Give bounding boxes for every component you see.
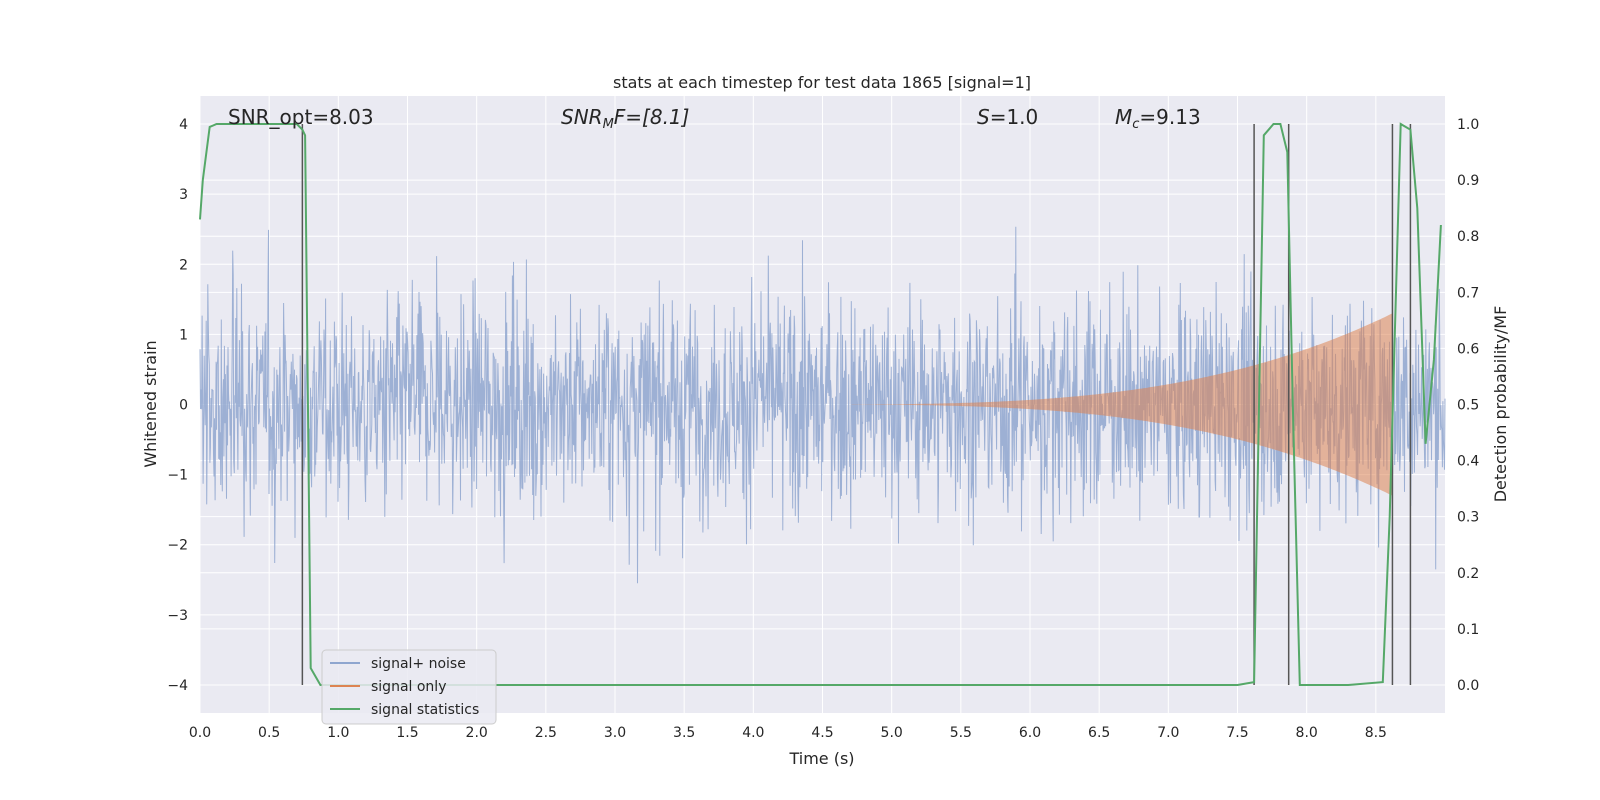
legend-label-signal-statistics: signal statistics bbox=[371, 702, 479, 718]
x-tick-label: 1.0 bbox=[327, 725, 349, 741]
snr-mf-subscript: M bbox=[603, 117, 614, 132]
y-right-tick-label: 0.2 bbox=[1457, 566, 1479, 582]
x-tick-label: 6.5 bbox=[1088, 725, 1110, 741]
x-tick-label: 3.0 bbox=[604, 725, 626, 741]
signal-only-envelope bbox=[794, 313, 1393, 496]
snr-opt-annotation: SNR_opt=8.03 bbox=[228, 105, 374, 129]
y-right-tick-label: 0.3 bbox=[1457, 510, 1479, 526]
y-tick-label: −2 bbox=[167, 538, 188, 554]
x-tick-label: 2.0 bbox=[466, 725, 488, 741]
y-tick-label: 2 bbox=[179, 257, 188, 273]
y-right-tick-label: 0.5 bbox=[1457, 398, 1479, 414]
y-tick-label: −3 bbox=[167, 608, 188, 624]
legend-label-signal-only: signal only bbox=[371, 679, 446, 695]
legend-label-signal-noise: signal+ noise bbox=[371, 656, 466, 672]
y-right-tick-label: 0.0 bbox=[1457, 678, 1479, 694]
y-right-tick-label: 0.9 bbox=[1457, 173, 1479, 189]
chart-title: stats at each timestep for test data 186… bbox=[613, 73, 1031, 92]
x-tick-label: 7.0 bbox=[1157, 725, 1179, 741]
y-right-tick-label: 0.7 bbox=[1457, 285, 1479, 301]
y-right-tick-label: 0.4 bbox=[1457, 454, 1479, 470]
y-right-axis-label: Detection probability/MF bbox=[1491, 306, 1510, 503]
y-tick-label: 4 bbox=[179, 117, 188, 133]
y-right-tick-label: 0.6 bbox=[1457, 341, 1479, 357]
x-tick-label: 2.5 bbox=[535, 725, 557, 741]
y-tick-label: −1 bbox=[167, 468, 188, 484]
y-axis-label: Whitened strain bbox=[141, 340, 160, 467]
x-tick-label: 7.5 bbox=[1226, 725, 1248, 741]
signal-statistics-series bbox=[199, 122, 1442, 686]
x-tick-labels: 0.0 0.5 1.0 1.5 2.0 2.5 3.0 3.5 4.0 4.5 5.0 5.5 6.0 6… bbox=[189, 725, 1387, 741]
s-label: S bbox=[977, 105, 990, 129]
y-tick-labels: 4 3 2 1 0 −1 −2 −3 −4 bbox=[167, 117, 188, 694]
snr-mf-label: SNR bbox=[561, 105, 603, 129]
x-tick-label: 0.5 bbox=[258, 725, 280, 741]
x-tick-label: 0.0 bbox=[189, 725, 211, 741]
x-tick-label: 3.5 bbox=[673, 725, 695, 741]
x-tick-label: 6.0 bbox=[1019, 725, 1041, 741]
x-tick-label: 5.5 bbox=[950, 725, 972, 741]
legend-box bbox=[321, 649, 497, 725]
x-tick-label: 8.0 bbox=[1296, 725, 1318, 741]
x-tick-label: 1.5 bbox=[396, 725, 418, 741]
y-right-tick-label: 1.0 bbox=[1457, 117, 1479, 133]
x-axis-label: Time (s) bbox=[788, 749, 854, 768]
y-tick-label: 3 bbox=[179, 187, 188, 203]
x-tick-label: 8.5 bbox=[1365, 725, 1387, 741]
y-right-tick-labels: 1.0 0.9 0.8 0.7 0.6 0.5 0.4 0.3 0.2 0.1 0.0 bbox=[1457, 117, 1479, 694]
x-tick-label: 5.0 bbox=[881, 725, 903, 741]
s-annotation: S=1.0 bbox=[977, 105, 1038, 129]
signal-only-series bbox=[794, 313, 1393, 496]
signal-statistics-line bbox=[199, 122, 1442, 686]
y-tick-label: 1 bbox=[179, 327, 188, 343]
y-tick-label: −4 bbox=[167, 678, 188, 694]
mc-value: =9.13 bbox=[1139, 105, 1200, 129]
mc-subscript: c bbox=[1132, 117, 1139, 132]
x-tick-label: 4.0 bbox=[742, 725, 764, 741]
y-tick-label: 0 bbox=[179, 398, 188, 414]
mc-annotation: Mc=9.13 bbox=[1115, 105, 1201, 132]
snr-mf-annotation: SNRMF=[8.1] bbox=[561, 105, 689, 132]
x-tick-label: 4.5 bbox=[811, 725, 833, 741]
snr-mf-value: F=[8.1] bbox=[614, 105, 690, 129]
mc-label: M bbox=[1115, 105, 1132, 129]
legend: signal+ noise signal only signal statist… bbox=[321, 649, 497, 725]
y-right-tick-label: 0.1 bbox=[1457, 622, 1479, 638]
s-value: =1.0 bbox=[990, 105, 1039, 129]
y-right-tick-label: 0.8 bbox=[1457, 229, 1479, 245]
